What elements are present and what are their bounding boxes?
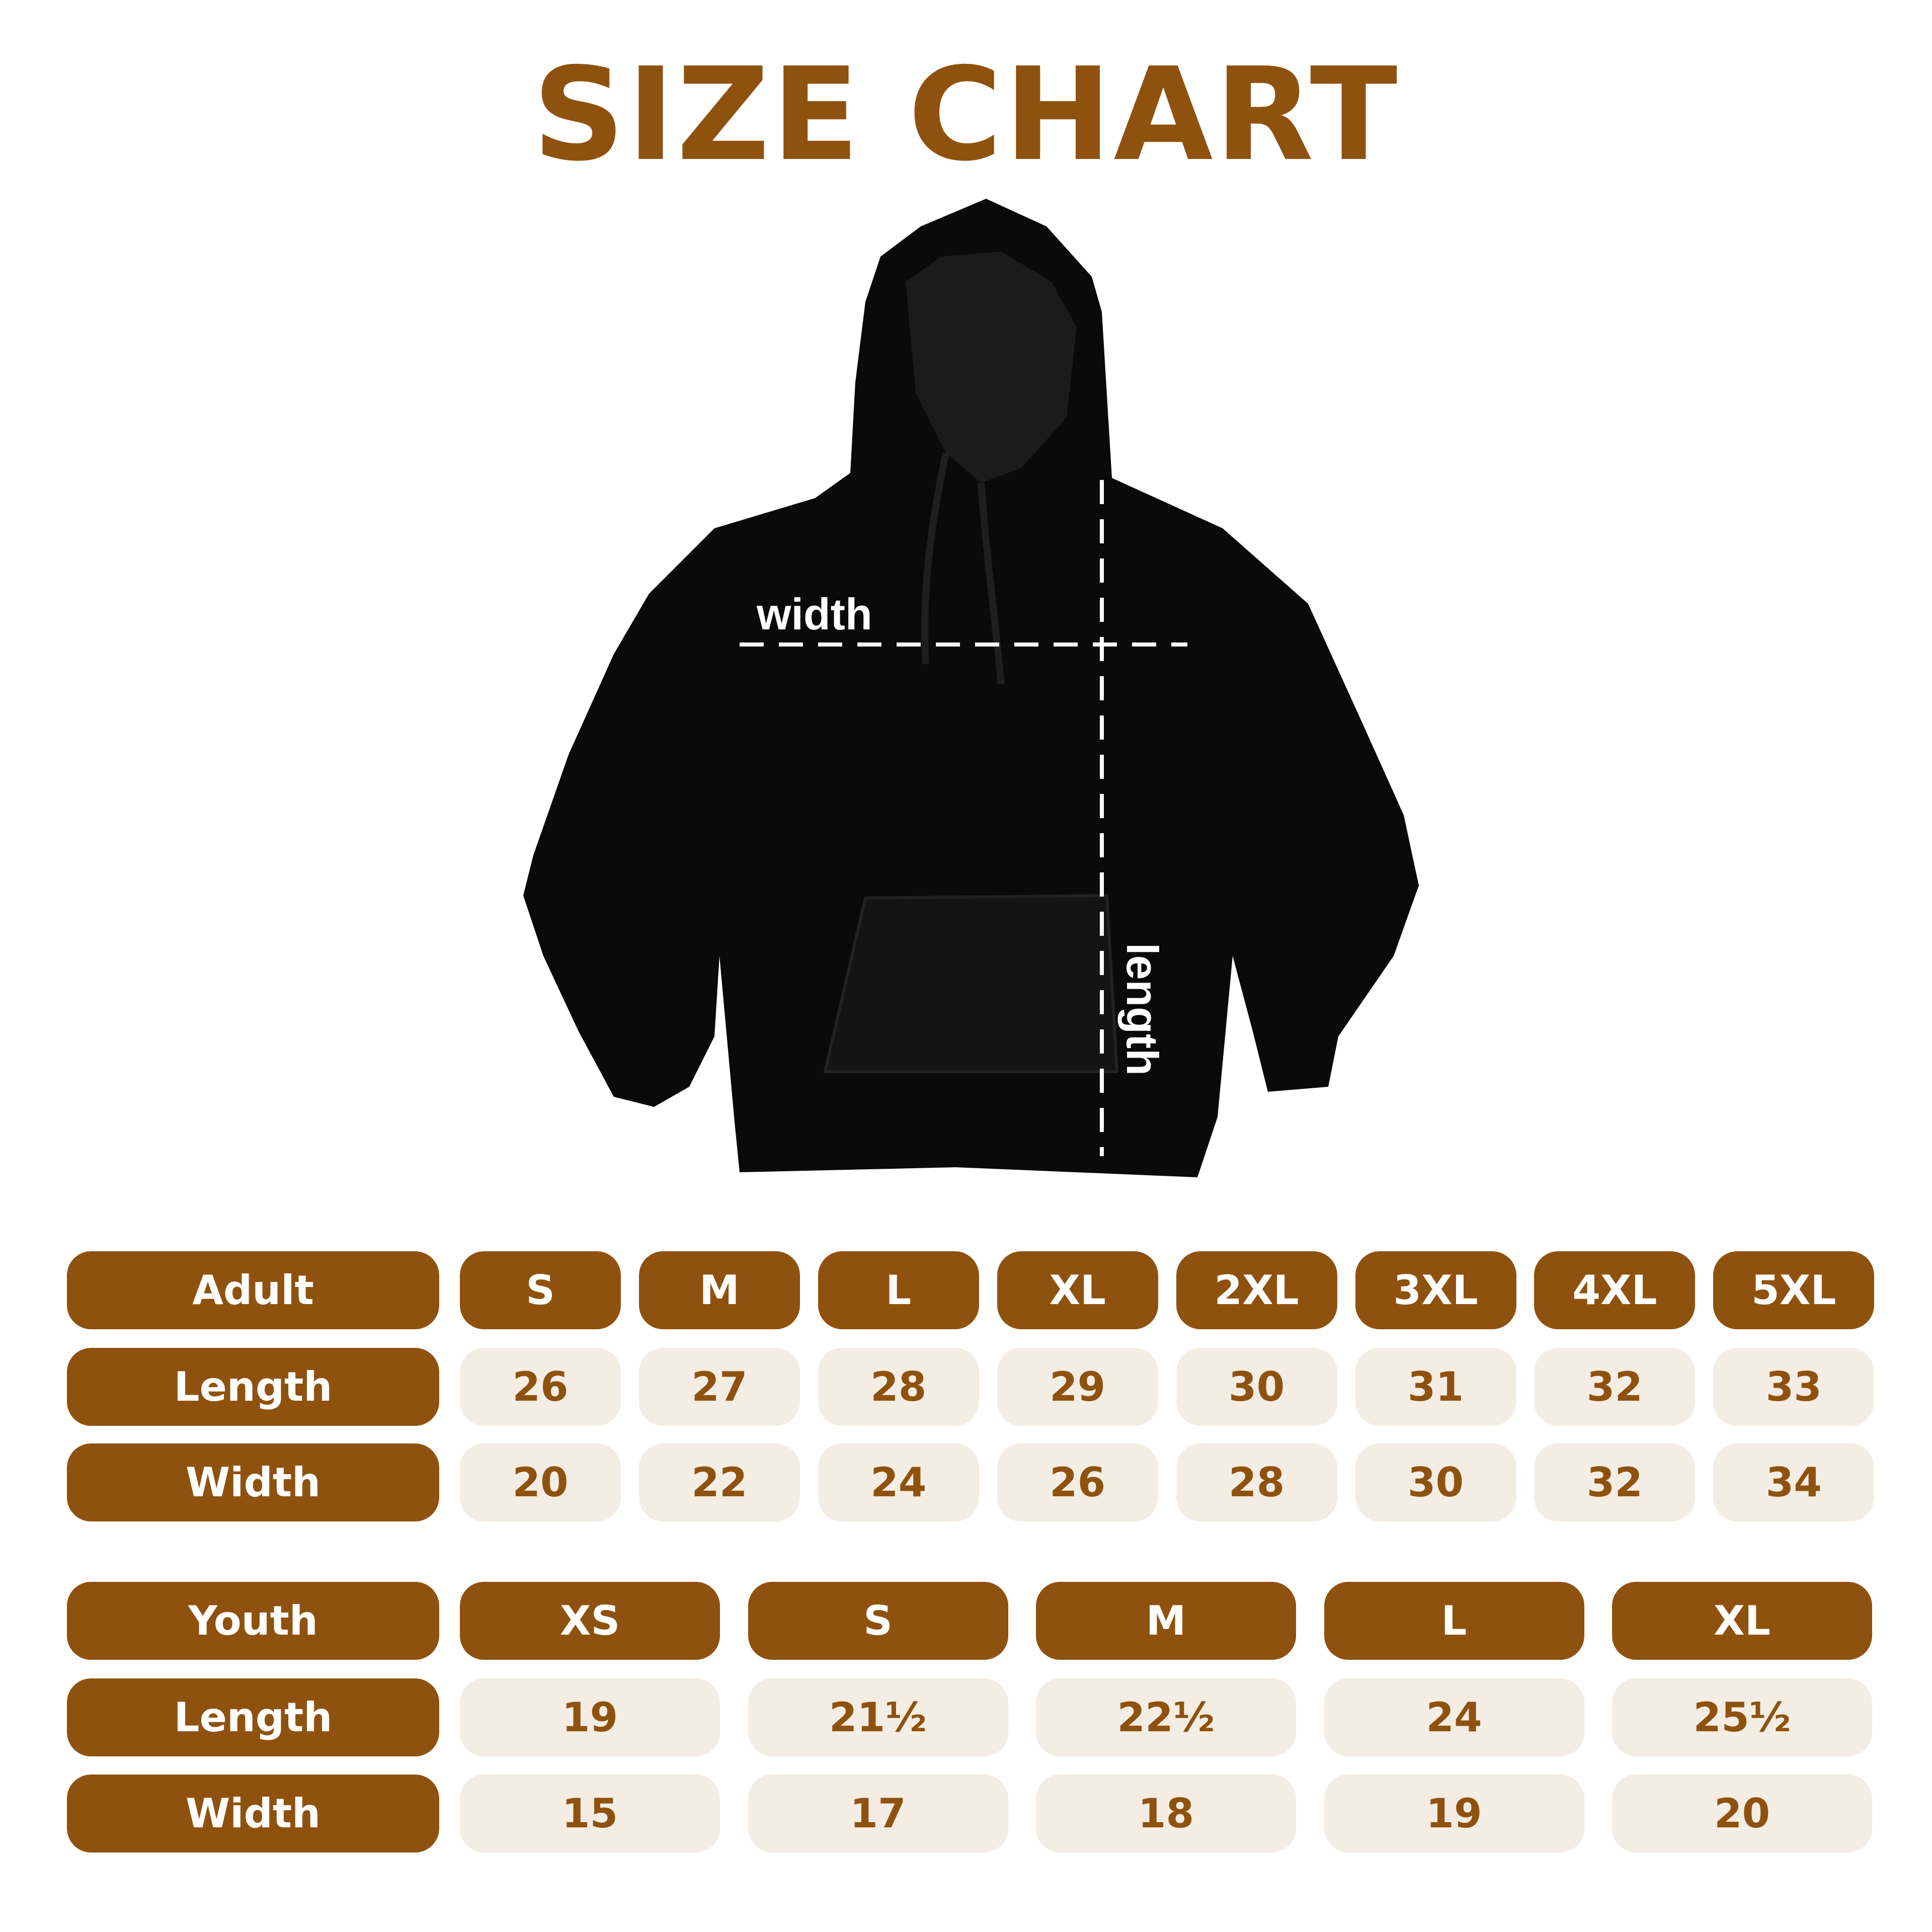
adult-value-cell: 27	[638, 1348, 800, 1426]
adult-value-cell: 22	[638, 1443, 800, 1521]
hoodie-body	[523, 199, 1419, 1177]
youth-size-header: L	[1324, 1582, 1584, 1660]
youth-value-cell: 19	[460, 1678, 720, 1756]
hoodie-image	[523, 199, 1419, 1177]
adult-value-cell: 26	[997, 1443, 1158, 1521]
youth-row-label-length: Length	[67, 1678, 439, 1756]
adult-value-cell: 30	[1355, 1443, 1516, 1521]
adult-value-cell: 34	[1713, 1443, 1875, 1521]
youth-value-cell: 17	[748, 1775, 1008, 1853]
adult-size-header: 5XL	[1713, 1251, 1875, 1329]
adult-size-header: L	[818, 1251, 979, 1329]
youth-row-label-width: Width	[67, 1775, 439, 1853]
page-title: SIZE CHART	[532, 40, 1400, 190]
adult-value-cell: 31	[1355, 1348, 1516, 1426]
adult-size-header: XL	[997, 1251, 1158, 1329]
hoodie-pocket	[823, 894, 1119, 1073]
adult-value-cell: 28	[818, 1348, 979, 1426]
adult-size-header: 2XL	[1176, 1251, 1337, 1329]
adult-group-label: Adult	[67, 1251, 439, 1329]
width-label: width	[757, 589, 872, 639]
adult-value-cell: 32	[1534, 1348, 1696, 1426]
adult-value-cell: 28	[1176, 1443, 1337, 1521]
adult-value-cell: 20	[460, 1443, 621, 1521]
youth-size-header: M	[1036, 1582, 1296, 1660]
adult-value-cell: 30	[1176, 1348, 1337, 1426]
youth-size-header: XL	[1612, 1582, 1872, 1660]
adult-value-cell: 29	[997, 1348, 1158, 1426]
youth-value-cell: 15	[460, 1775, 720, 1853]
adult-value-cell: 26	[460, 1348, 621, 1426]
youth-value-cell: 19	[1324, 1775, 1584, 1853]
adult-value-cell: 24	[818, 1443, 979, 1521]
adult-size-header: M	[638, 1251, 800, 1329]
youth-value-cell: 18	[1036, 1775, 1296, 1853]
adult-value-cell: 33	[1713, 1348, 1875, 1426]
youth-value-cell: 20	[1612, 1775, 1872, 1853]
adult-size-header: 4XL	[1534, 1251, 1696, 1329]
adult-row-label-width: Width	[67, 1443, 439, 1521]
youth-size-header: S	[748, 1582, 1008, 1660]
youth-value-cell: 21½	[748, 1678, 1008, 1756]
youth-value-cell: 24	[1324, 1678, 1584, 1756]
hoodie-hood-inner	[906, 252, 1077, 483]
adult-size-header: 3XL	[1355, 1251, 1516, 1329]
youth-value-cell: 25½	[1612, 1678, 1872, 1756]
length-label: length	[1117, 943, 1167, 1076]
adult-size-header: S	[460, 1251, 621, 1329]
youth-group-label: Youth	[67, 1582, 439, 1660]
youth-size-header: XS	[460, 1582, 720, 1660]
youth-value-cell: 22½	[1036, 1678, 1296, 1756]
adult-value-cell: 32	[1534, 1443, 1696, 1521]
hoodie-drawstring	[921, 452, 1005, 685]
adult-row-label-length: Length	[67, 1348, 439, 1426]
